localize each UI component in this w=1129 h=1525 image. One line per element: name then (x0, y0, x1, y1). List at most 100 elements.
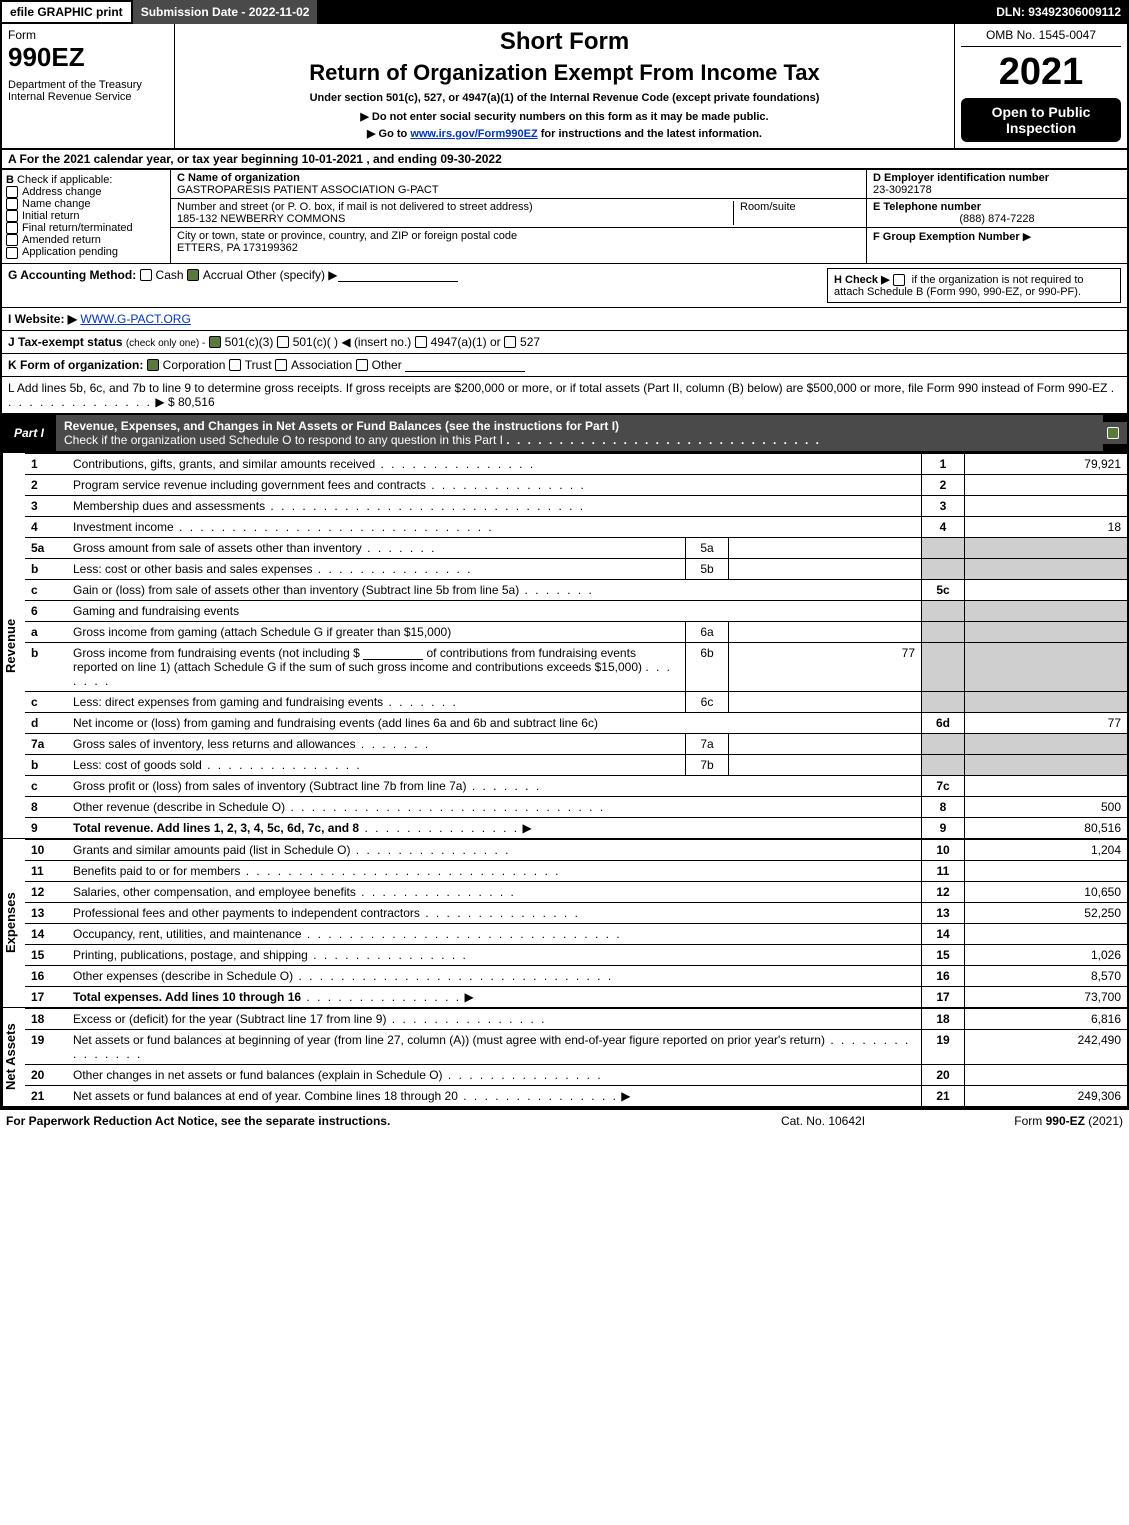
line-12: 12 Salaries, other compensation, and emp… (25, 881, 1127, 902)
dots (359, 821, 519, 835)
ln: 14 (25, 923, 67, 944)
line-5c: c Gain or (loss) from sale of assets oth… (25, 579, 1127, 600)
chk-accrual[interactable] (187, 269, 199, 281)
g-accrual: Accrual (203, 268, 243, 282)
ln: 9 (25, 817, 67, 838)
g-other-blank[interactable] (338, 269, 458, 282)
line-5b: b Less: cost or other basis and sales ex… (25, 558, 1127, 579)
b-letter: B (6, 174, 14, 186)
k-other-blank[interactable] (405, 359, 525, 372)
chk-address-change[interactable] (6, 186, 18, 198)
chk-other-org[interactable] (356, 359, 368, 371)
desc: Gross income from gaming (attach Schedul… (73, 625, 451, 639)
chk-501c3[interactable] (209, 336, 221, 348)
chk-schedule-o[interactable] (1107, 427, 1119, 439)
line-7c: c Gross profit or (loss) from sales of i… (25, 775, 1127, 796)
chk-initial-return[interactable] (6, 210, 18, 222)
line-10: 10 Grants and similar amounts paid (list… (25, 839, 1127, 860)
form-label: Form (8, 28, 168, 42)
g-label: G Accounting Method: (8, 268, 136, 282)
chk-h[interactable] (893, 274, 905, 286)
chk-trust[interactable] (229, 359, 241, 371)
top-bar: efile GRAPHIC print Submission Date - 20… (0, 0, 1129, 24)
k-trust: Trust (245, 358, 272, 372)
g-other: Other (specify) ▶ (246, 268, 337, 282)
amount (965, 1064, 1128, 1085)
subnum: 5a (686, 537, 729, 558)
linenum: 8 (922, 796, 965, 817)
irs-link[interactable]: www.irs.gov/Form990EZ (410, 128, 537, 140)
blank-6b[interactable] (363, 647, 423, 660)
dots (466, 779, 541, 793)
desc: Gross amount from sale of assets other t… (73, 541, 362, 555)
linenum: 20 (922, 1064, 965, 1085)
linenum: 19 (922, 1029, 965, 1064)
subval (729, 691, 922, 712)
desc: Net assets or fund balances at beginning… (73, 1033, 825, 1047)
desc: Investment income (73, 520, 174, 534)
chk-501c[interactable] (277, 336, 289, 348)
chk-4947[interactable] (415, 336, 427, 348)
ln: 11 (25, 860, 67, 881)
c-room-label: Room/suite (740, 201, 796, 213)
linenum: 10 (922, 839, 965, 860)
part-i-title-text: Revenue, Expenses, and Changes in Net As… (64, 419, 619, 433)
row-j: J Tax-exempt status (check only one) - 5… (0, 330, 1129, 353)
tax-year: 2021 (961, 51, 1121, 94)
chk-amended-return[interactable] (6, 234, 18, 246)
grey-cell (922, 621, 965, 642)
chk-cash[interactable] (140, 269, 152, 281)
ln: c (25, 691, 67, 712)
header-left: Form 990EZ Department of the Treasury In… (2, 24, 175, 148)
linenum: 5c (922, 579, 965, 600)
amount (965, 860, 1128, 881)
return-of-title: Return of Organization Exempt From Incom… (181, 60, 948, 86)
footer-left: For Paperwork Reduction Act Notice, see … (6, 1114, 723, 1128)
ln: 8 (25, 796, 67, 817)
dots (458, 1089, 618, 1103)
line-14: 14 Occupancy, rent, utilities, and maint… (25, 923, 1127, 944)
line-20: 20 Other changes in net assets or fund b… (25, 1064, 1127, 1085)
j-c: 501(c)( ) ◀ (insert no.) (293, 335, 412, 349)
chk-name-change[interactable] (6, 198, 18, 210)
f-arrow: ▶ (1023, 231, 1031, 243)
line-17: 17 Total expenses. Add lines 10 through … (25, 986, 1127, 1007)
line-4: 4 Investment income 4 18 (25, 516, 1127, 537)
desc: Gain or (loss) from sale of assets other… (73, 583, 519, 597)
desc: Other expenses (describe in Schedule O) (73, 969, 293, 983)
grey-cell (965, 691, 1128, 712)
chk-assoc[interactable] (275, 359, 287, 371)
sections-bcdef: B Check if applicable: Address change Na… (0, 170, 1129, 264)
dots (519, 583, 594, 597)
expenses-block: Expenses 10 Grants and similar amounts p… (0, 838, 1129, 1007)
l-text: L Add lines 5b, 6c, and 7b to line 9 to … (8, 381, 1107, 395)
under-section-text: Under section 501(c), 527, or 4947(a)(1)… (181, 92, 948, 104)
ln: 21 (25, 1085, 67, 1106)
linenum: 6d (922, 712, 965, 733)
footer-right-year: (2021) (1085, 1114, 1123, 1128)
chk-527[interactable] (504, 336, 516, 348)
subval (729, 537, 922, 558)
dots (302, 927, 622, 941)
org-street: 185-132 NEWBERRY COMMONS (177, 213, 345, 225)
ln: 12 (25, 881, 67, 902)
dots (308, 948, 468, 962)
chk-corp[interactable] (147, 359, 159, 371)
chk-final-return[interactable] (6, 222, 18, 234)
amount: 18 (965, 516, 1128, 537)
c-name-label: C Name of organization (177, 172, 300, 184)
desc: Net income or (loss) from gaming and fun… (73, 716, 598, 730)
ln: 18 (25, 1008, 67, 1029)
row-k: K Form of organization: Corporation Trus… (0, 353, 1129, 376)
chk-application-pending[interactable] (6, 247, 18, 259)
website-link[interactable]: WWW.G-PACT.ORG (80, 312, 190, 326)
ln: c (25, 579, 67, 600)
desc: Benefits paid to or for members (73, 864, 240, 878)
dots (356, 737, 431, 751)
linenum: 21 (922, 1085, 965, 1106)
grey-cell (922, 600, 965, 621)
netassets-block: Net Assets 18 Excess or (deficit) for th… (0, 1007, 1129, 1108)
do-not-enter-text: ▶ Do not enter social security numbers o… (181, 110, 948, 123)
subnum: 7b (686, 754, 729, 775)
line-8: 8 Other revenue (describe in Schedule O)… (25, 796, 1127, 817)
